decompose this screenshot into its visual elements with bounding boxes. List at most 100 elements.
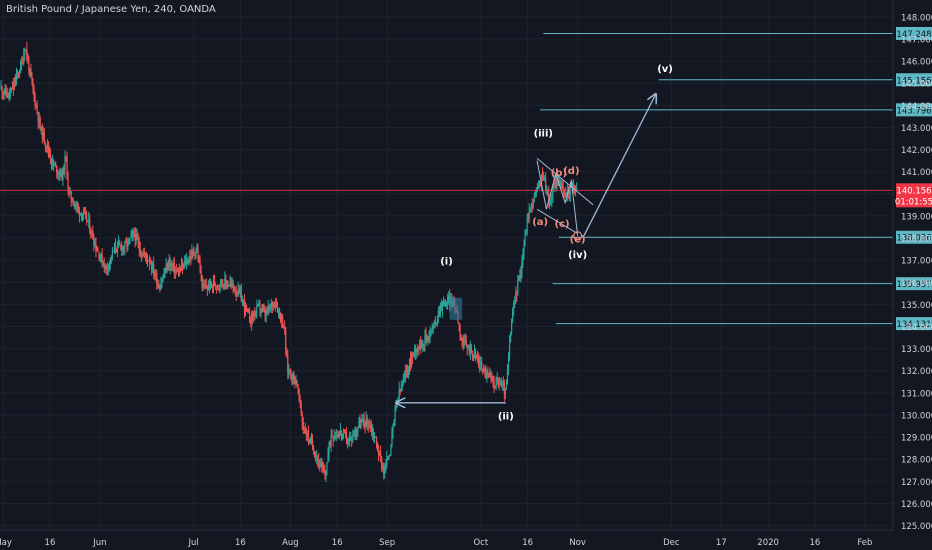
price-axis-bg bbox=[893, 0, 932, 550]
candle-body bbox=[534, 191, 536, 196]
candle-body bbox=[228, 285, 230, 287]
candle-body bbox=[474, 352, 477, 355]
candle-body bbox=[283, 326, 285, 328]
candle-body bbox=[18, 72, 21, 75]
candle-body bbox=[473, 352, 476, 355]
candle-body bbox=[430, 329, 432, 331]
candle-body bbox=[256, 305, 258, 312]
candle-body bbox=[503, 384, 506, 395]
candle-body bbox=[90, 231, 92, 234]
candle-body bbox=[116, 243, 119, 251]
candle-body bbox=[230, 283, 232, 284]
candle-body bbox=[91, 231, 93, 234]
candle-body bbox=[13, 82, 16, 85]
candle-body bbox=[421, 346, 423, 348]
candle-body bbox=[12, 82, 15, 90]
candle-body bbox=[222, 283, 224, 285]
price-tick-label: 134.000 bbox=[901, 323, 932, 333]
candle-body bbox=[220, 279, 222, 286]
candle-body bbox=[314, 453, 316, 455]
candle-body bbox=[439, 304, 442, 315]
candle-body bbox=[321, 463, 323, 466]
candle-body bbox=[180, 264, 183, 271]
candle-body bbox=[305, 433, 307, 436]
candle-body bbox=[517, 279, 519, 295]
time-tick-label: Dec bbox=[663, 538, 680, 548]
candle-body bbox=[202, 284, 204, 288]
candle-body bbox=[67, 178, 69, 189]
candle-body bbox=[376, 443, 379, 451]
candle-body bbox=[501, 383, 503, 386]
candle-body bbox=[442, 302, 445, 305]
candle-body bbox=[447, 298, 449, 304]
chart-title: British Pound / Japanese Yen, 240, OANDA bbox=[6, 4, 216, 15]
candle-body bbox=[216, 285, 218, 287]
candle-body bbox=[543, 178, 545, 181]
candle-body bbox=[31, 76, 33, 82]
candle-body bbox=[217, 285, 219, 287]
price-tick-label: 147.000 bbox=[901, 35, 932, 45]
candle-body bbox=[525, 232, 527, 234]
candle-body bbox=[167, 260, 169, 270]
candle-body bbox=[140, 255, 142, 257]
candle-body bbox=[234, 291, 236, 293]
candle-body bbox=[49, 154, 52, 161]
candle-body bbox=[236, 294, 238, 296]
candle-body bbox=[219, 285, 221, 287]
candle-body bbox=[203, 284, 205, 287]
candle-body bbox=[400, 386, 402, 391]
candle-body bbox=[100, 253, 102, 258]
candle-body bbox=[37, 112, 39, 122]
level-tag bbox=[896, 277, 932, 291]
candle-body bbox=[35, 105, 37, 106]
price-tick-label: 127.000 bbox=[901, 478, 932, 488]
candle-body bbox=[414, 348, 416, 352]
candle-body bbox=[185, 261, 187, 265]
candle-body bbox=[359, 420, 361, 428]
candle-body bbox=[422, 343, 424, 347]
candle-body bbox=[500, 384, 502, 386]
candle-body bbox=[192, 250, 194, 252]
candle-body bbox=[519, 275, 521, 278]
candle-body bbox=[71, 199, 73, 203]
candle-body bbox=[329, 442, 331, 445]
candle-body bbox=[10, 87, 12, 93]
candle-body bbox=[340, 430, 343, 436]
candle-body bbox=[130, 234, 132, 238]
triangle-upper-line bbox=[536, 158, 594, 206]
candle-body bbox=[390, 446, 392, 455]
candle-body bbox=[341, 434, 344, 436]
candle-body bbox=[515, 293, 517, 302]
candle-body bbox=[245, 304, 248, 310]
candle-body bbox=[238, 288, 240, 292]
candle-body bbox=[82, 211, 85, 216]
candle-body bbox=[307, 432, 310, 440]
candle-body bbox=[480, 362, 482, 366]
candle-body bbox=[363, 419, 365, 423]
candle-body bbox=[409, 359, 412, 366]
level-label: 138.036 bbox=[896, 234, 931, 244]
candle-body bbox=[96, 250, 98, 252]
candle-body bbox=[143, 253, 146, 255]
candle-body bbox=[112, 250, 115, 252]
candle-body bbox=[83, 211, 86, 213]
candle-body bbox=[424, 334, 426, 345]
candle-body bbox=[416, 350, 418, 353]
candle-body bbox=[144, 253, 147, 255]
candle-body bbox=[448, 296, 450, 299]
candle-body bbox=[156, 273, 158, 285]
candle-body bbox=[485, 370, 487, 377]
candle-body bbox=[288, 369, 290, 372]
candle-body bbox=[353, 435, 355, 437]
candle-body bbox=[93, 239, 95, 246]
candle-body bbox=[532, 202, 534, 208]
candle-body bbox=[320, 463, 322, 468]
candle-body bbox=[196, 249, 198, 252]
candle-body bbox=[284, 327, 286, 331]
candle-body bbox=[214, 285, 217, 287]
candle-body bbox=[263, 309, 265, 311]
candle-body bbox=[207, 283, 209, 289]
candle-body bbox=[108, 262, 110, 269]
candle-body bbox=[77, 206, 79, 209]
